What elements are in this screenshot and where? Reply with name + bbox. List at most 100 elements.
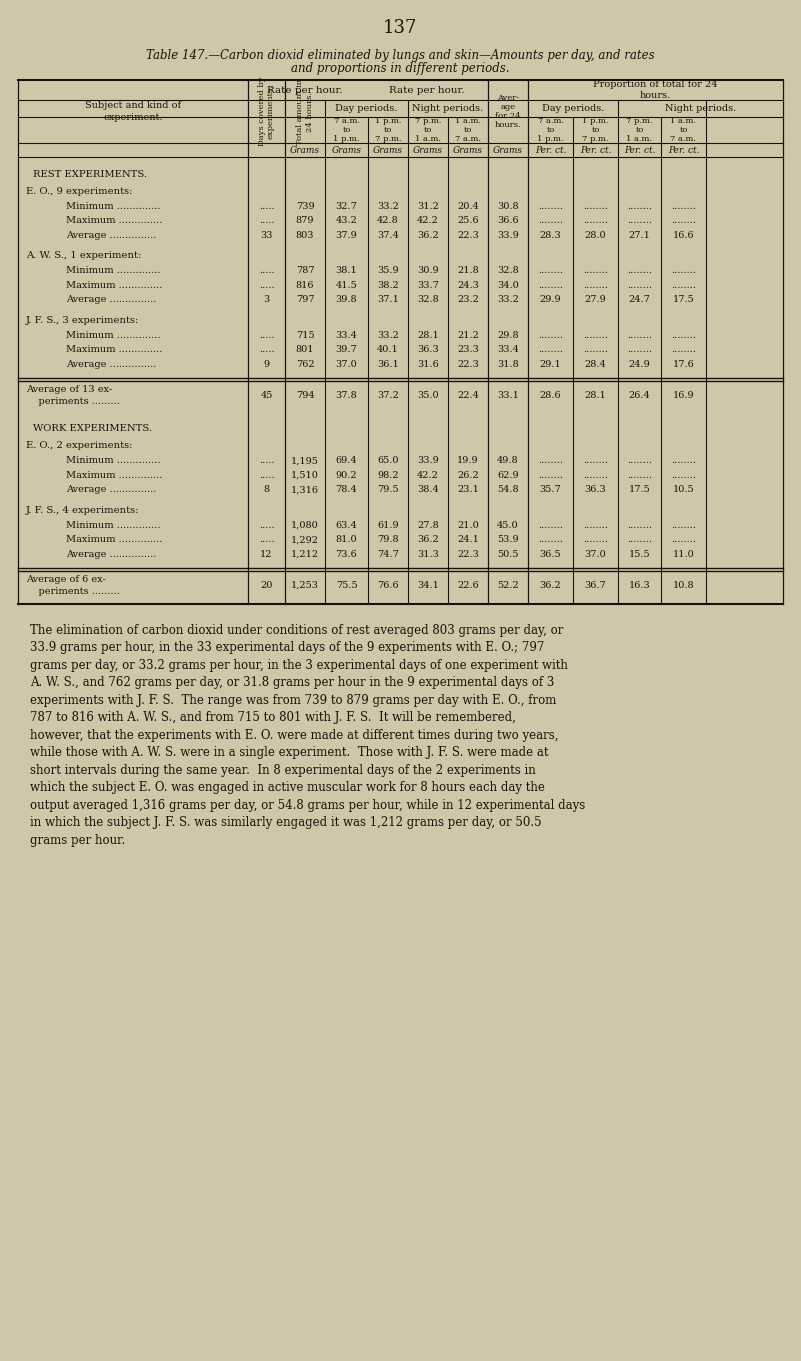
Text: ........: ........	[627, 280, 652, 290]
Text: 801: 801	[296, 346, 314, 354]
Text: 37.9: 37.9	[336, 231, 357, 240]
Text: .....: .....	[259, 346, 274, 354]
Text: .....: .....	[259, 331, 274, 340]
Text: 12: 12	[260, 550, 273, 559]
Text: 23.1: 23.1	[457, 486, 479, 494]
Text: 879: 879	[296, 216, 314, 226]
Text: 794: 794	[296, 391, 314, 400]
Text: E. O., 9 experiments:: E. O., 9 experiments:	[26, 186, 132, 196]
Text: J. F. S., 4 experiments:: J. F. S., 4 experiments:	[26, 505, 139, 514]
Text: WORK EXPERIMENTS.: WORK EXPERIMENTS.	[33, 425, 152, 433]
Text: 34.1: 34.1	[417, 581, 439, 589]
Text: 28.0: 28.0	[585, 231, 606, 240]
Text: 3: 3	[264, 295, 270, 305]
Text: 24.3: 24.3	[457, 280, 479, 290]
Text: 803: 803	[296, 231, 314, 240]
Text: A. W. S., and 762 grams per day, or 31.8 grams per hour in the 9 experimental da: A. W. S., and 762 grams per day, or 31.8…	[30, 676, 554, 689]
Text: output averaged 1,316 grams per day, or 54.8 grams per hour, while in 12 experim: output averaged 1,316 grams per day, or …	[30, 799, 586, 811]
Text: 1 a.m.
to
7 a.m.: 1 a.m. to 7 a.m.	[455, 117, 481, 143]
Text: 17.5: 17.5	[673, 295, 694, 305]
Text: .....: .....	[259, 201, 274, 211]
Text: 81.0: 81.0	[336, 535, 357, 544]
Text: ........: ........	[583, 535, 608, 544]
Text: Proportion of total for 24
hours.: Proportion of total for 24 hours.	[594, 80, 718, 101]
Text: 63.4: 63.4	[336, 521, 357, 529]
Text: ........: ........	[627, 521, 652, 529]
Text: Average ...............: Average ...............	[66, 359, 156, 369]
Text: 32.8: 32.8	[497, 267, 519, 275]
Text: ........: ........	[538, 201, 563, 211]
Text: 17.6: 17.6	[673, 359, 694, 369]
Text: 36.2: 36.2	[540, 581, 562, 589]
Text: 33.7: 33.7	[417, 280, 439, 290]
Text: Minimum ..............: Minimum ..............	[66, 521, 160, 529]
Text: 1,080: 1,080	[291, 521, 319, 529]
Text: 61.9: 61.9	[377, 521, 399, 529]
Text: 1 p.m.
to
7 p.m.: 1 p.m. to 7 p.m.	[375, 117, 401, 143]
Text: 37.8: 37.8	[336, 391, 357, 400]
Text: ........: ........	[671, 267, 696, 275]
Text: 24.1: 24.1	[457, 535, 479, 544]
Text: 73.6: 73.6	[336, 550, 357, 559]
Text: 36.7: 36.7	[585, 581, 606, 589]
Text: ........: ........	[538, 346, 563, 354]
Text: Day periods.: Day periods.	[336, 103, 397, 113]
Text: 37.0: 37.0	[585, 550, 606, 559]
Text: 37.2: 37.2	[377, 391, 399, 400]
Text: 69.4: 69.4	[336, 456, 357, 465]
Text: 35.0: 35.0	[417, 391, 439, 400]
Text: 816: 816	[296, 280, 314, 290]
Text: 27.9: 27.9	[585, 295, 606, 305]
Text: 76.6: 76.6	[377, 581, 399, 589]
Text: 7 a.m.
to
1 p.m.: 7 a.m. to 1 p.m.	[333, 117, 360, 143]
Text: 21.0: 21.0	[457, 521, 479, 529]
Text: ........: ........	[671, 280, 696, 290]
Text: 787 to 816 with A. W. S., and from 715 to 801 with J. F. S.  It will be remember: 787 to 816 with A. W. S., and from 715 t…	[30, 710, 516, 724]
Text: ........: ........	[583, 201, 608, 211]
Text: 37.1: 37.1	[377, 295, 399, 305]
Text: 1,316: 1,316	[291, 486, 319, 494]
Text: .....: .....	[259, 267, 274, 275]
Text: Average ...............: Average ...............	[66, 295, 156, 305]
Text: ........: ........	[538, 267, 563, 275]
Text: 16.3: 16.3	[629, 581, 650, 589]
Text: 36.3: 36.3	[585, 486, 606, 494]
Text: 22.4: 22.4	[457, 391, 479, 400]
Text: ........: ........	[627, 331, 652, 340]
Text: 21.8: 21.8	[457, 267, 479, 275]
Text: Day periods.: Day periods.	[541, 103, 604, 113]
Text: ........: ........	[583, 456, 608, 465]
Text: 1 a.m.
to
7 a.m.: 1 a.m. to 7 a.m.	[670, 117, 697, 143]
Text: Maximum ..............: Maximum ..............	[66, 216, 163, 226]
Text: 74.7: 74.7	[377, 550, 399, 559]
Text: 33.4: 33.4	[336, 331, 357, 340]
Text: grams per day, or 33.2 grams per hour, in the 3 experimental days of one experim: grams per day, or 33.2 grams per hour, i…	[30, 659, 568, 671]
Text: E. O., 2 experiments:: E. O., 2 experiments:	[26, 441, 132, 450]
Text: 65.0: 65.0	[377, 456, 399, 465]
Text: 1 p.m.
to
7 p.m.: 1 p.m. to 7 p.m.	[582, 117, 609, 143]
Text: 8: 8	[264, 486, 270, 494]
Text: Rate per hour.: Rate per hour.	[268, 86, 343, 94]
Text: ........: ........	[538, 471, 563, 479]
Text: Grams: Grams	[453, 146, 483, 155]
Text: 24.7: 24.7	[629, 295, 650, 305]
Text: 31.2: 31.2	[417, 201, 439, 211]
Text: 715: 715	[296, 331, 314, 340]
Text: Grams: Grams	[493, 146, 523, 155]
Text: 79.8: 79.8	[377, 535, 399, 544]
Text: ........: ........	[627, 346, 652, 354]
Text: .....: .....	[259, 535, 274, 544]
Text: 78.4: 78.4	[336, 486, 357, 494]
Text: while those with A. W. S. were in a single experiment.  Those with J. F. S. were: while those with A. W. S. were in a sing…	[30, 746, 549, 759]
Text: 28.1: 28.1	[585, 391, 606, 400]
Text: 9: 9	[264, 359, 270, 369]
Text: ........: ........	[583, 267, 608, 275]
Text: 28.4: 28.4	[585, 359, 606, 369]
Text: 33.2: 33.2	[497, 295, 519, 305]
Text: ........: ........	[671, 201, 696, 211]
Text: 32.8: 32.8	[417, 295, 439, 305]
Text: 33: 33	[260, 231, 273, 240]
Text: which the subject E. O. was engaged in active muscular work for 8 hours each day: which the subject E. O. was engaged in a…	[30, 781, 545, 793]
Text: ........: ........	[583, 471, 608, 479]
Text: 39.7: 39.7	[336, 346, 357, 354]
